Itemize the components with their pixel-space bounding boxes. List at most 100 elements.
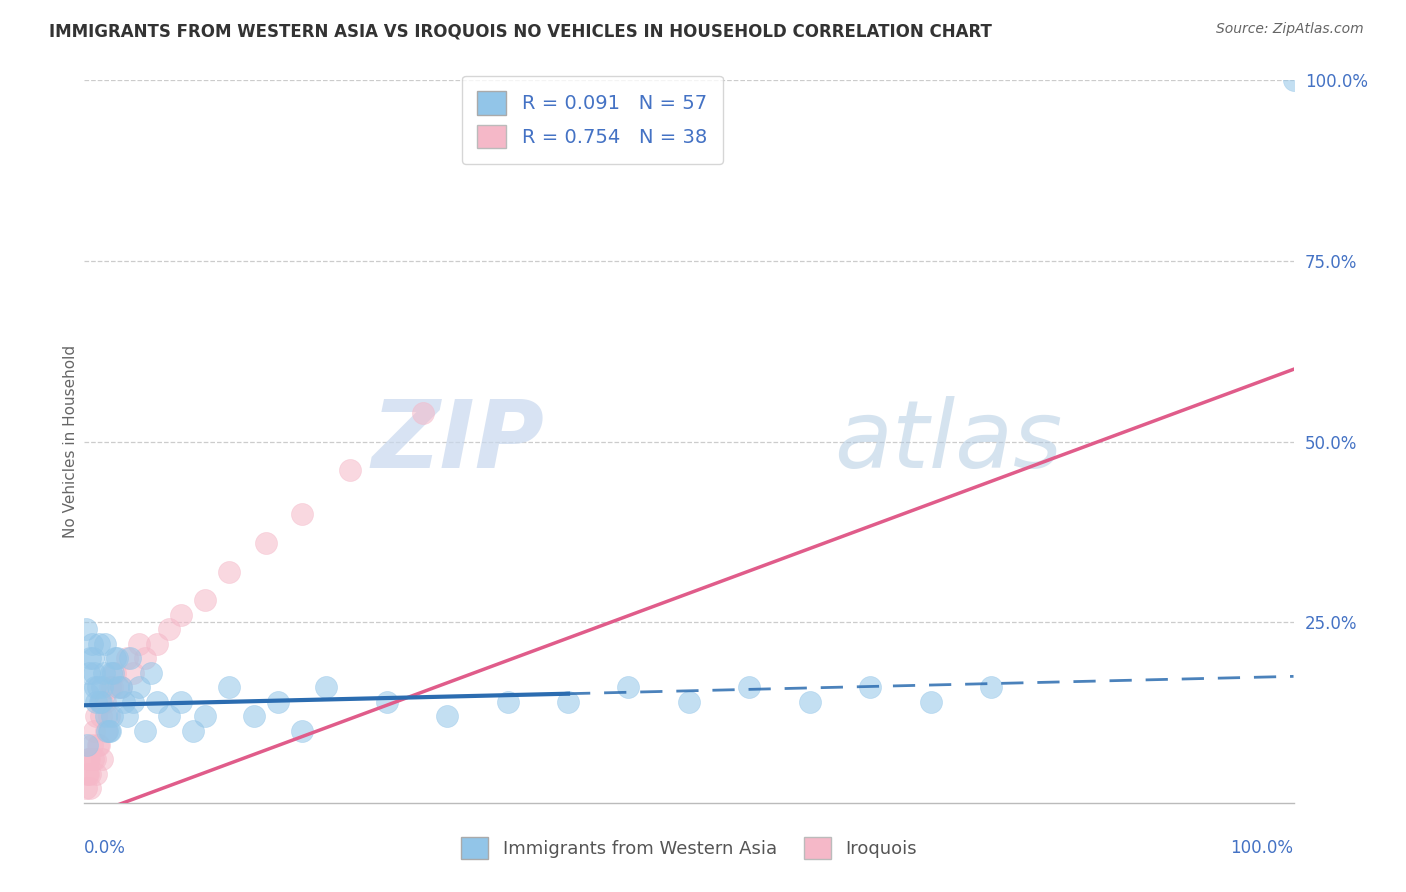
Point <box>134 651 156 665</box>
Point <box>128 680 150 694</box>
Point <box>86 767 108 781</box>
Point <box>859 680 882 694</box>
Point <box>101 709 124 723</box>
Point <box>76 767 98 781</box>
Point <box>110 680 132 694</box>
Point <box>134 723 156 738</box>
Point <box>170 607 193 622</box>
Point <box>980 680 1002 694</box>
Point <box>103 665 125 680</box>
Text: 0.0%: 0.0% <box>84 838 127 857</box>
Point <box>146 695 169 709</box>
Point <box>110 680 132 694</box>
Point <box>157 709 180 723</box>
Point <box>121 695 143 709</box>
Point <box>83 723 105 738</box>
Point <box>104 665 127 680</box>
Text: ZIP: ZIP <box>371 395 544 488</box>
Text: Source: ZipAtlas.com: Source: ZipAtlas.com <box>1216 22 1364 37</box>
Point <box>77 665 100 680</box>
Point <box>194 709 217 723</box>
Point <box>218 565 240 579</box>
Point <box>181 723 204 738</box>
Point <box>84 680 107 694</box>
Y-axis label: No Vehicles in Household: No Vehicles in Household <box>63 345 77 538</box>
Point <box>86 709 108 723</box>
Point <box>104 651 127 665</box>
Point <box>97 723 120 738</box>
Point <box>105 651 128 665</box>
Point <box>267 695 290 709</box>
Point <box>315 680 337 694</box>
Point <box>242 709 264 723</box>
Point <box>146 637 169 651</box>
Point <box>90 709 112 723</box>
Point <box>139 665 162 680</box>
Text: atlas: atlas <box>834 396 1063 487</box>
Text: IMMIGRANTS FROM WESTERN ASIA VS IROQUOIS NO VEHICLES IN HOUSEHOLD CORRELATION CH: IMMIGRANTS FROM WESTERN ASIA VS IROQUOIS… <box>49 22 993 40</box>
Point <box>101 680 124 694</box>
Point <box>94 723 117 738</box>
Point <box>94 637 117 651</box>
Point <box>76 738 98 752</box>
Point <box>291 723 314 738</box>
Point <box>77 767 100 781</box>
Point <box>339 463 361 477</box>
Point <box>82 752 104 766</box>
Point <box>90 695 112 709</box>
Point <box>86 680 108 694</box>
Point <box>75 781 97 796</box>
Point <box>128 637 150 651</box>
Point <box>194 593 217 607</box>
Point <box>89 695 111 709</box>
Point <box>1282 73 1305 87</box>
Point <box>678 695 700 709</box>
Point <box>412 406 434 420</box>
Point <box>98 680 121 694</box>
Point <box>94 695 117 709</box>
Point <box>79 767 101 781</box>
Point <box>91 695 114 709</box>
Point <box>86 695 108 709</box>
Point <box>157 623 180 637</box>
Point <box>79 651 101 665</box>
Point <box>94 709 117 723</box>
Text: 100.0%: 100.0% <box>1230 838 1294 857</box>
Point <box>80 637 103 651</box>
Point <box>115 651 138 665</box>
Point <box>77 752 100 766</box>
Point <box>79 781 101 796</box>
Point <box>75 623 97 637</box>
Point <box>87 637 110 651</box>
Point <box>254 535 277 549</box>
Point <box>107 680 129 694</box>
Point <box>557 695 579 709</box>
Point <box>799 695 821 709</box>
Point <box>291 507 314 521</box>
Point <box>100 665 122 680</box>
Point <box>87 738 110 752</box>
Point <box>121 665 143 680</box>
Point <box>115 709 138 723</box>
Point <box>436 709 458 723</box>
Point <box>112 695 135 709</box>
Point <box>91 680 114 694</box>
Point <box>218 680 240 694</box>
Point <box>96 723 118 738</box>
Point <box>77 752 100 766</box>
Point <box>82 651 104 665</box>
Point <box>97 709 120 723</box>
Point <box>84 752 107 766</box>
Point <box>120 651 142 665</box>
Point <box>80 738 103 752</box>
Point <box>170 695 193 709</box>
Point <box>91 752 114 766</box>
Point <box>617 680 640 694</box>
Point <box>98 723 121 738</box>
Point <box>86 738 108 752</box>
Point <box>83 665 105 680</box>
Point <box>920 695 942 709</box>
Legend: Immigrants from Western Asia, Iroquois: Immigrants from Western Asia, Iroquois <box>454 830 924 866</box>
Point <box>375 695 398 709</box>
Point <box>496 695 519 709</box>
